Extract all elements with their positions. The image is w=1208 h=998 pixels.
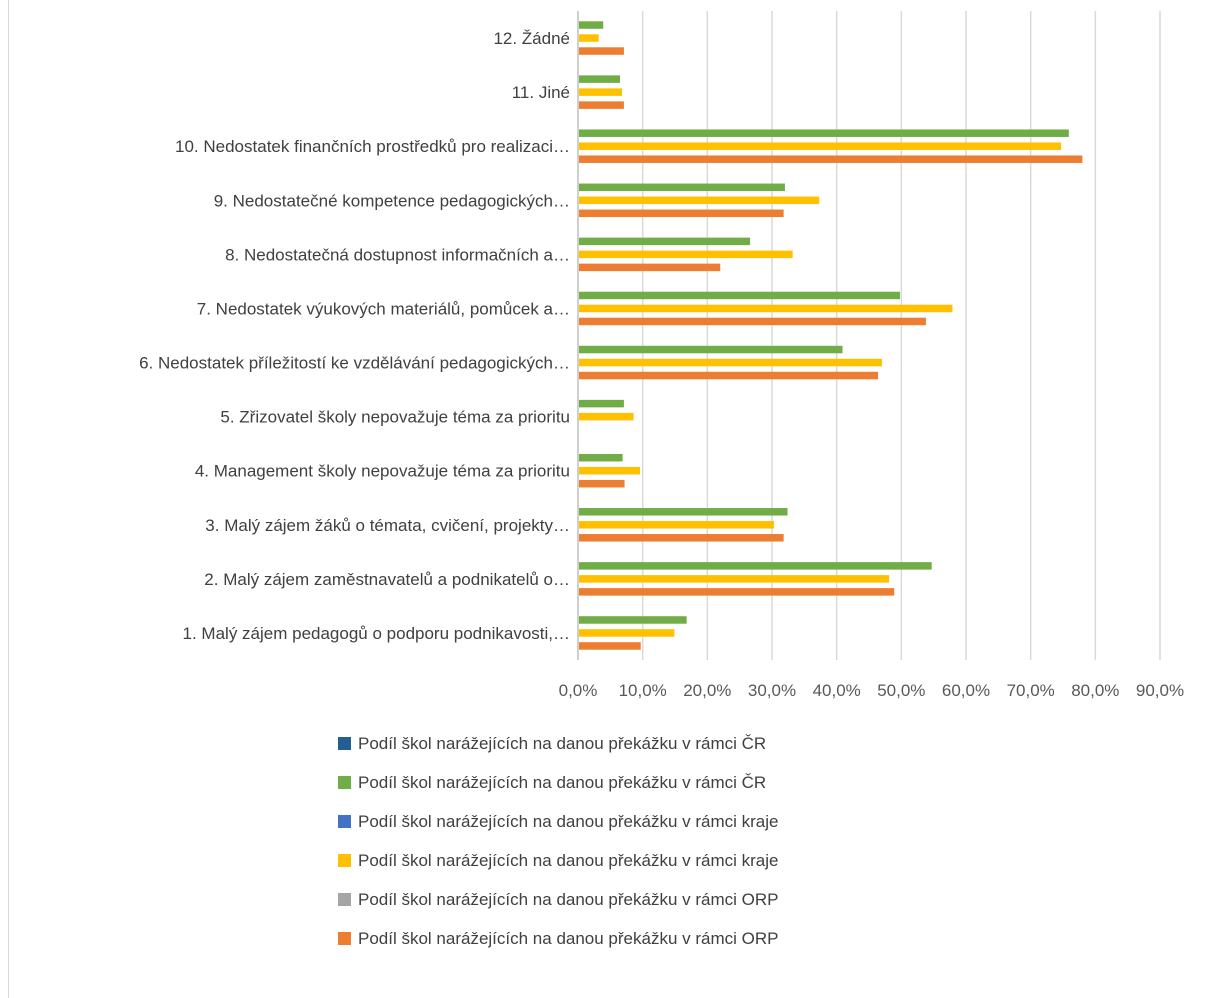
bar [579, 21, 604, 29]
legend-item: Podíl škol narážejících na danou překážk… [338, 802, 1138, 841]
category-label: 5. Zřizovatel školy nepovažuje téma za p… [220, 408, 570, 427]
legend-swatch [338, 893, 351, 906]
bar [579, 196, 820, 205]
bar [579, 371, 879, 380]
x-tick-label: 30,0% [748, 681, 796, 700]
bar [579, 466, 641, 475]
category-label: 6. Nedostatek příležitostí ke vzdělávání… [139, 354, 570, 373]
x-tick-label: 50,0% [877, 681, 925, 700]
bar [579, 317, 926, 326]
legend-label: Podíl škol narážejících na danou překážk… [358, 889, 779, 909]
bar [579, 358, 882, 367]
bar [579, 209, 784, 218]
category-label: 4. Management školy nepovažuje téma za p… [195, 462, 570, 481]
legend-item: Podíl škol narážejících na danou překážk… [338, 763, 1138, 802]
category-label: 2. Malý zájem zaměstnavatelů a podnikate… [204, 570, 570, 589]
chart-frame [8, 0, 1205, 998]
bar [579, 521, 774, 529]
bar [579, 575, 890, 583]
category-label: 10. Nedostatek finančních prostředků pro… [175, 137, 570, 156]
bar [579, 34, 599, 42]
bar [579, 237, 751, 246]
legend-swatch [338, 932, 351, 945]
bar [579, 453, 623, 462]
bar [579, 183, 785, 192]
legend-item: Podíl škol narážejících na danou překážk… [338, 919, 1138, 958]
category-label: 11. Jiné [512, 83, 570, 102]
bar [579, 155, 1083, 163]
bar [579, 345, 843, 354]
x-tick-label: 70,0% [1007, 681, 1055, 700]
category-label: 1. Malý zájem pedagogů o podporu podnika… [183, 624, 570, 643]
bar [579, 399, 624, 408]
bar [579, 412, 634, 421]
bar [579, 129, 1069, 137]
bar [579, 101, 624, 109]
gridlines [577, 11, 1161, 660]
category-label: 3. Malý zájem žáků o témata, cvičení, pr… [205, 516, 570, 535]
bar [579, 304, 953, 313]
category-label: 12. Žádné [493, 29, 570, 48]
bar [579, 291, 901, 300]
bar [579, 642, 641, 650]
bar [579, 629, 675, 637]
bar [579, 479, 625, 488]
bar [579, 588, 895, 596]
legend-item: Podíl škol narážejících na danou překážk… [338, 841, 1138, 880]
bar [579, 250, 793, 259]
x-tick-label: 40,0% [813, 681, 861, 700]
legend-label: Podíl škol narážejících na danou překážk… [358, 850, 779, 870]
bar [579, 562, 932, 570]
bar-chart: 1. Malý zájem pedagogů o podporu podnika… [139, 11, 1184, 700]
bar [579, 263, 721, 272]
category-label: 8. Nedostatečná dostupnost informačních … [225, 245, 570, 264]
x-tick-label: 80,0% [1071, 681, 1119, 700]
x-tick-label: 10,0% [619, 681, 667, 700]
legend: Podíl škol narážejících na danou překážk… [338, 724, 1138, 958]
bar [579, 534, 784, 542]
legend-swatch [338, 854, 351, 867]
category-labels: 1. Malý zájem pedagogů o podporu podnika… [139, 29, 570, 643]
bars [579, 21, 1083, 650]
bar [579, 88, 622, 96]
category-label: 7. Nedostatek výukových materiálů, pomůc… [197, 299, 570, 318]
x-tick-label: 20,0% [683, 681, 731, 700]
bar [579, 47, 624, 55]
legend-swatch [338, 776, 351, 789]
bar [579, 508, 788, 516]
legend-swatch [338, 737, 351, 750]
bar [579, 616, 687, 624]
legend-label: Podíl škol narážejících na danou překážk… [358, 733, 767, 753]
x-tick-label: 90,0% [1136, 681, 1184, 700]
legend-item: Podíl škol narážejících na danou překážk… [338, 724, 1138, 763]
legend-item: Podíl škol narážejících na danou překážk… [338, 880, 1138, 919]
bar [579, 75, 621, 83]
bar [579, 142, 1062, 150]
legend-label: Podíl škol narážejících na danou překážk… [358, 928, 779, 948]
legend-swatch [338, 815, 351, 828]
x-tick-label: 60,0% [942, 681, 990, 700]
x-tick-labels: 0,0% 10,0% 20,0% 30,0% 40,0% 50,0% 60,0% 70,0% 8… [559, 681, 1184, 700]
legend-label: Podíl škol narážejících na danou překážk… [358, 772, 767, 792]
category-label: 9. Nedostatečné kompetence pedagogických… [214, 191, 570, 210]
x-tick-label: 0,0% [559, 681, 598, 700]
legend-label: Podíl škol narážejících na danou překážk… [358, 811, 779, 831]
